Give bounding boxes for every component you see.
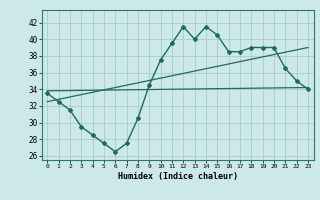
X-axis label: Humidex (Indice chaleur): Humidex (Indice chaleur) [118, 172, 237, 181]
